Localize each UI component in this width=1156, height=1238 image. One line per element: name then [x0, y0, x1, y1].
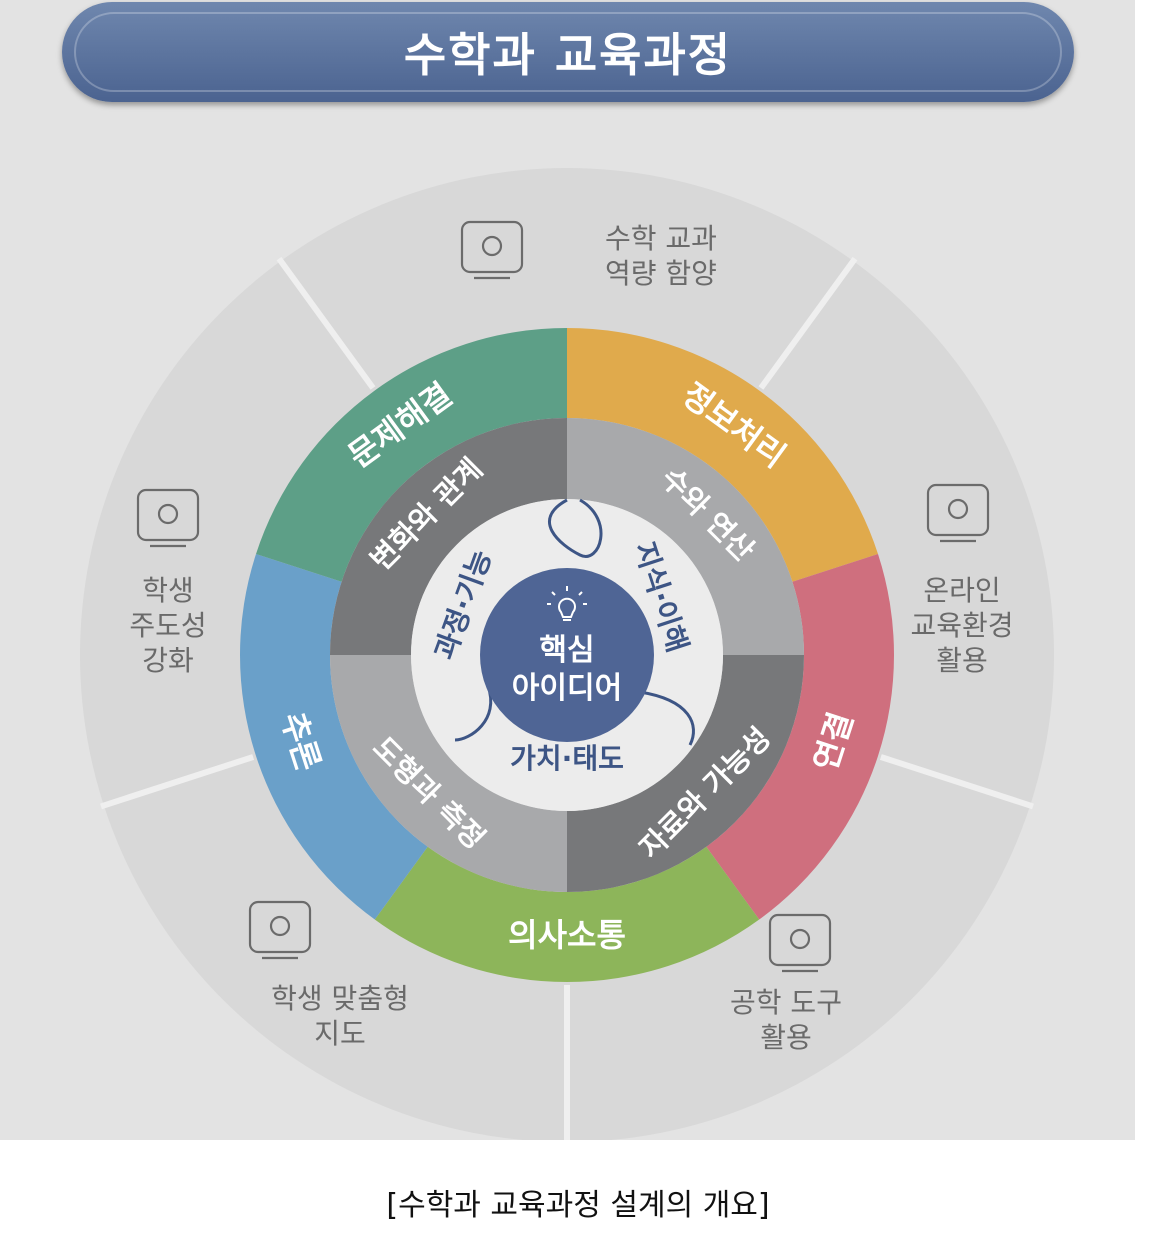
core-line2: 아이디어	[512, 671, 622, 706]
competency-segment	[256, 328, 567, 582]
area-segment	[567, 418, 804, 655]
area-segment	[330, 418, 567, 655]
title-banner: 수학과 교육과정	[62, 2, 1074, 102]
competency-segment	[239, 553, 428, 920]
presenter-board-icon	[136, 488, 200, 548]
outer-item-label: 학생 맞춤형	[271, 982, 409, 1015]
head-lightbulb-icon	[460, 220, 524, 280]
outer-item-label: 역량 함양	[605, 257, 717, 290]
outer-divider	[758, 256, 858, 390]
outer-item-label: 활용	[760, 1021, 812, 1054]
competency-segment	[706, 553, 894, 920]
online-lecture-icon	[926, 483, 990, 543]
diagram-background: 수학 교과 역량 함양 온라인 교육환경 활용 공학 도구 활용 학생 맞춤형 지도 학생 주도성 강…	[0, 0, 1135, 1140]
category-divider	[639, 690, 695, 746]
outer-divider	[100, 754, 255, 810]
category-values: 가치·태도	[510, 742, 624, 775]
outer-item-label: 주도성	[129, 609, 206, 642]
lightbulb-icon	[547, 586, 587, 621]
outer-item-label: 활용	[936, 644, 988, 677]
competency-segment	[567, 328, 878, 582]
area-segment	[330, 655, 567, 892]
banner-frame	[74, 12, 1062, 92]
outer-item-label: 교육환경	[910, 609, 1013, 642]
outer-divider	[879, 754, 1034, 810]
outer-item-label: 강화	[142, 644, 194, 677]
category-divider	[548, 498, 603, 558]
outer-item-label: 지도	[314, 1017, 366, 1050]
competency-label: 의사소통	[508, 916, 626, 954]
area-segment	[567, 655, 804, 892]
devices-gear-icon	[768, 913, 832, 973]
core-line1: 핵심	[539, 633, 594, 668]
page-title: 수학과 교육과정	[403, 28, 733, 82]
outer-item-label: 학생	[142, 574, 194, 607]
core-circle	[480, 568, 654, 742]
competency-segment	[374, 846, 760, 983]
figure-caption: [수학과 교육과정 설계의 개요]	[386, 1188, 770, 1223]
outer-divider	[276, 256, 376, 390]
outer-item-label: 수학 교과	[605, 222, 717, 255]
student-search-icon	[248, 900, 312, 960]
outer-item-label: 공학 도구	[730, 986, 842, 1019]
outer-item-label: 온라인	[923, 574, 1000, 607]
